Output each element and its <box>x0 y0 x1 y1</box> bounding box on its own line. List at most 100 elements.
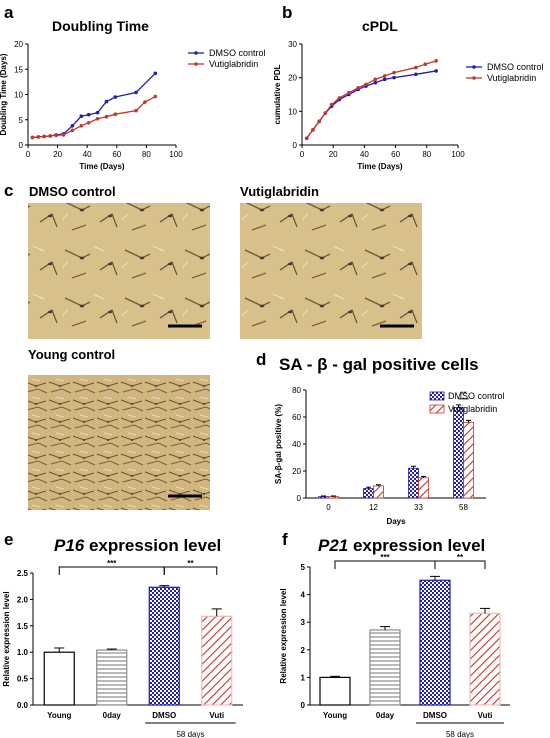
legend-label: DMSO control <box>487 62 544 72</box>
micrograph-label-dmso: DMSO control <box>29 184 116 199</box>
data-point <box>71 124 75 128</box>
bar <box>320 677 350 705</box>
y-tick-label: 80 <box>292 386 301 395</box>
bar <box>420 580 450 705</box>
legend-marker <box>194 62 198 66</box>
y-tick-label: 1.0 <box>17 648 29 657</box>
significance-label: *** <box>107 559 117 568</box>
panel-label-f: f <box>282 530 288 549</box>
y-tick-label: 40 <box>292 440 301 449</box>
x-tick-label: 40 <box>83 150 92 159</box>
x-tick-label: 0 <box>26 150 31 159</box>
data-point <box>42 135 46 139</box>
micrograph-vutiglabridin <box>240 203 422 339</box>
x-tick-label: 80 <box>142 150 151 159</box>
data-point <box>87 113 91 117</box>
legend-label: Vutiglabridin <box>209 59 258 69</box>
y-tick-label: 0.5 <box>17 675 29 684</box>
panel-label-d: d <box>256 350 266 369</box>
data-point <box>105 115 109 119</box>
x-tick-label: 100 <box>451 150 465 159</box>
legend-marker <box>472 76 476 80</box>
data-point <box>414 66 418 70</box>
chart-f-title: P21 expression level <box>318 536 485 555</box>
y-tick-label: 3 <box>301 618 306 627</box>
bar <box>329 497 339 498</box>
data-point <box>324 111 328 115</box>
bar <box>454 408 464 498</box>
significance-label: ** <box>187 559 194 568</box>
legend-label: Vutiglabridin <box>448 404 497 414</box>
chart-e-title-rest: expression level <box>84 536 221 555</box>
x-tick-label: Young <box>323 711 347 720</box>
y-tick-label: 5 <box>19 116 24 125</box>
y-tick-label: 0 <box>19 141 24 150</box>
bar <box>364 489 374 498</box>
data-point <box>114 95 118 99</box>
data-point <box>434 69 438 73</box>
data-point <box>392 71 396 75</box>
x-tick-label: 33 <box>414 503 423 512</box>
data-point <box>374 81 378 85</box>
data-point <box>153 95 157 99</box>
y-tick-label: 20 <box>14 40 23 49</box>
data-point <box>153 71 157 75</box>
x-tick-label: Vuti <box>209 711 224 720</box>
chart-e-title: P16 expression level <box>54 536 221 555</box>
x-axis-label: Days <box>386 517 406 526</box>
panel-label-a: a <box>4 3 14 22</box>
series-line <box>307 61 436 138</box>
legend-label: DMSO control <box>209 48 266 58</box>
chart-p16-expression: 0.00.51.01.52.02.5Relative expression le… <box>2 559 243 738</box>
legend-label: DMSO control <box>448 391 505 401</box>
chart-e-title-gene: P16 <box>54 536 85 555</box>
x-tick-label: Vuti <box>478 711 493 720</box>
data-point <box>423 62 427 66</box>
y-tick-label: 0.0 <box>17 701 29 710</box>
x-tick-label: Young <box>47 711 71 720</box>
x-tick-label: 100 <box>169 150 183 159</box>
group-label: 58 days <box>176 730 204 738</box>
data-point <box>79 114 83 118</box>
chart-p21-expression: 012345Relative expression levelYoung 0day… <box>279 553 510 738</box>
bar <box>409 468 419 498</box>
data-point <box>37 135 41 139</box>
bar <box>97 650 127 705</box>
y-tick-label: 20 <box>288 74 297 83</box>
data-point <box>71 129 75 133</box>
x-axis-label: Time (Days) <box>357 162 403 171</box>
micrograph-label-young: Young control <box>28 347 115 362</box>
data-point <box>54 134 58 138</box>
data-point <box>383 74 387 78</box>
y-tick-label: 2 <box>301 646 306 655</box>
axes <box>28 44 176 145</box>
data-point <box>392 76 396 80</box>
chart-cpdl: 0 20 40 60 80 100 0 10 20 30 Time (Days) cumulative… <box>273 40 544 171</box>
x-tick-label: 58 <box>459 503 468 512</box>
data-point <box>356 86 360 90</box>
series-line <box>32 73 155 137</box>
panel-label-b: b <box>282 3 292 22</box>
bar <box>470 613 500 705</box>
x-tick-label: 0 <box>300 150 305 159</box>
x-tick-label: 0day <box>103 711 122 720</box>
data-point <box>414 73 418 77</box>
bar <box>319 497 329 498</box>
data-point <box>96 111 100 115</box>
x-tick-label: 0day <box>376 711 395 720</box>
bar <box>370 630 400 705</box>
data-point <box>143 100 147 104</box>
y-tick-label: 15 <box>14 65 23 74</box>
significance-bracket <box>59 567 164 575</box>
x-tick-label: 40 <box>360 150 369 159</box>
y-axis-label: Relative expression level <box>279 588 288 683</box>
bar <box>44 652 74 705</box>
data-point <box>338 96 342 100</box>
legend-swatch <box>430 392 444 400</box>
data-point <box>62 133 66 137</box>
data-point <box>434 59 438 63</box>
y-tick-label: 4 <box>301 591 306 600</box>
significance-bracket <box>335 561 435 569</box>
chart-b-title: cPDL <box>362 18 398 34</box>
x-tick-label: 20 <box>329 150 338 159</box>
